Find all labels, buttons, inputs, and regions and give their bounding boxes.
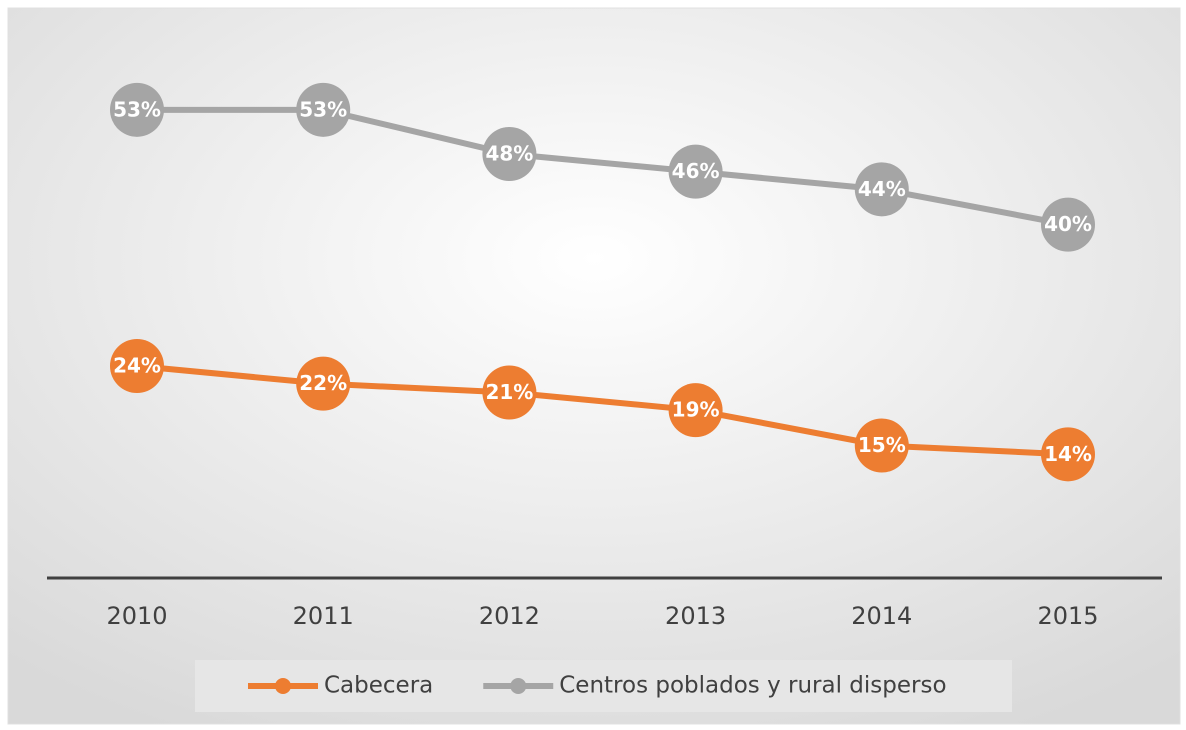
data-label: 53% [299, 97, 347, 121]
legend-label: Cabecera [324, 673, 433, 699]
marker [854, 162, 909, 217]
legend-box [195, 660, 1012, 712]
x-tick-label: 2010 [106, 602, 167, 630]
marker [668, 383, 723, 438]
legend-marker [510, 678, 527, 694]
marker [1041, 197, 1095, 252]
data-label: 19% [672, 398, 720, 422]
marker [1041, 427, 1095, 482]
data-label: 15% [858, 433, 906, 457]
data-label: 22% [299, 371, 347, 395]
marker [482, 365, 537, 420]
marker [854, 418, 909, 473]
data-label: 53% [113, 97, 161, 121]
legend-marker [275, 678, 291, 694]
data-label: 21% [485, 380, 533, 404]
x-tick-label: 2011 [293, 602, 354, 630]
x-tick-label: 2014 [851, 602, 912, 630]
x-tick-label: 2012 [479, 602, 540, 630]
chart-background [7, 7, 1181, 725]
x-tick-label: 2013 [665, 602, 726, 630]
x-tick-label: 2015 [1037, 602, 1098, 630]
marker [110, 82, 164, 137]
series-line [136, 363, 1069, 458]
legend-label: Centros poblados y rural disperso [559, 673, 946, 699]
data-label: 24% [113, 354, 161, 378]
data-label: 46% [672, 159, 720, 183]
marker [296, 82, 351, 137]
data-label: 40% [1044, 212, 1092, 236]
data-label: 48% [485, 142, 533, 166]
data-label: 14% [1044, 442, 1092, 466]
data-label: 44% [858, 177, 906, 201]
series-line [137, 106, 1069, 228]
marker [110, 339, 164, 393]
marker [296, 356, 351, 411]
marker [668, 144, 723, 199]
marker [482, 127, 537, 181]
